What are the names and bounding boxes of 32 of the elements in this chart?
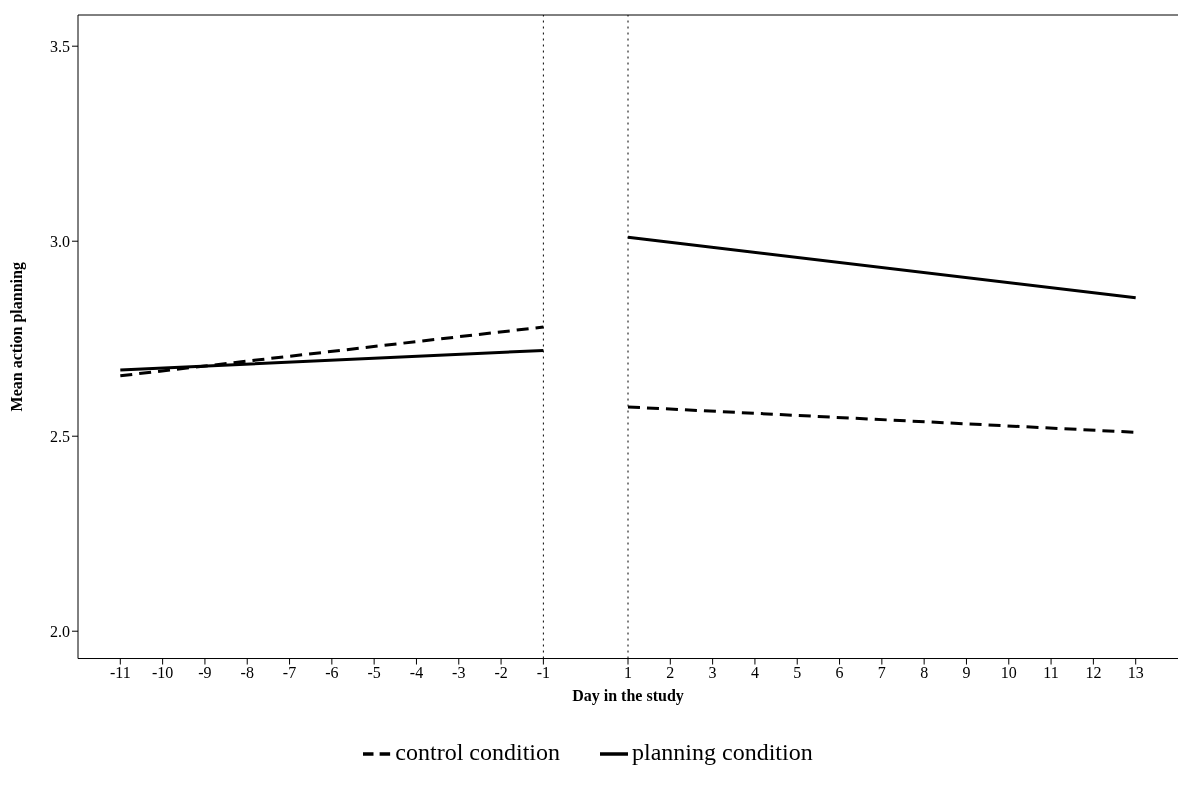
y-tick-label: 2.5 (50, 427, 70, 445)
x-tick-label: 5 (793, 663, 802, 681)
x-tick-label: 3 (708, 663, 717, 681)
x-tick-label: -6 (325, 663, 339, 681)
x-tick-label: 1 (624, 663, 632, 681)
legend-label: control condition (395, 738, 560, 765)
x-tick-label: 7 (877, 663, 886, 681)
x-tick-label: -2 (494, 663, 508, 681)
legend-label: planning condition (631, 738, 813, 765)
x-tick-label: -11 (109, 663, 131, 681)
x-tick-label: -3 (452, 663, 466, 681)
x-tick-label: 10 (1000, 663, 1017, 681)
x-tick-label: 8 (920, 663, 929, 681)
x-tick-label: -9 (198, 663, 212, 681)
x-tick-label: -10 (151, 663, 174, 681)
x-tick-label: 6 (835, 663, 844, 681)
y-tick-label: 2.0 (50, 622, 70, 640)
x-tick-label: 12 (1085, 663, 1102, 681)
x-tick-label: -1 (536, 663, 551, 681)
y-axis-title: Mean action planning (7, 262, 26, 412)
x-tick-label: 9 (962, 663, 971, 681)
x-tick-label: 4 (750, 663, 759, 681)
x-axis-title: Day in the study (572, 686, 684, 705)
x-tick-label: 11 (1043, 663, 1059, 681)
x-tick-label: 2 (666, 663, 675, 681)
x-tick-label: 13 (1127, 663, 1144, 681)
y-tick-label: 3.5 (50, 37, 70, 55)
x-tick-label: -8 (240, 663, 254, 681)
x-tick-label: -4 (409, 663, 424, 681)
y-tick-label: 3.0 (50, 232, 70, 250)
x-tick-label: -5 (367, 663, 381, 681)
x-tick-label: -7 (282, 663, 297, 681)
